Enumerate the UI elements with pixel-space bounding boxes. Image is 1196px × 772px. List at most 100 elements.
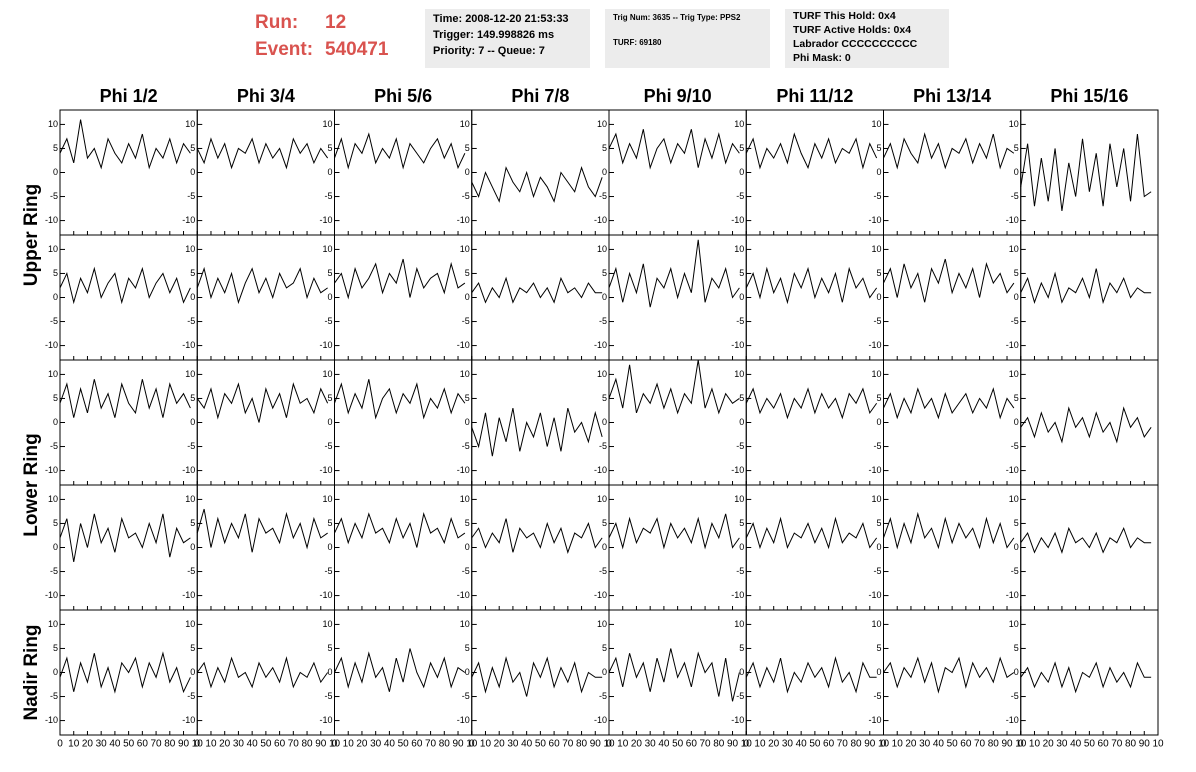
panel-frame (745, 609, 884, 736)
waveform (608, 239, 740, 308)
x-tick-label: 70 (700, 739, 712, 750)
y-tick-label: -5 (324, 691, 332, 701)
y-tick-label: -5 (873, 441, 881, 451)
y-tick-label: -10 (731, 590, 744, 600)
y-tick-label: -10 (594, 465, 607, 475)
y-tick-label: 0 (1014, 417, 1019, 427)
y-tick-label: 10 (597, 119, 607, 129)
y-tick-label: 10 (871, 119, 881, 129)
x-tick-label: 20 (1043, 739, 1055, 750)
panel-frame (334, 359, 473, 486)
y-tick-label: 5 (190, 518, 195, 528)
y-tick-label: 10 (460, 369, 470, 379)
y-tick-label: 0 (1014, 542, 1019, 552)
column-title: Phi 15/16 (1050, 86, 1128, 106)
x-tick-label: 20 (219, 739, 231, 750)
y-tick-label: 10 (48, 369, 58, 379)
waveform (745, 516, 878, 550)
x-tick-label: 50 (947, 739, 959, 750)
waveform (196, 266, 328, 305)
y-tick-label: -5 (50, 441, 58, 451)
waveform (334, 132, 466, 170)
x-tick-label: 10 (466, 739, 478, 750)
y-tick-label: 0 (327, 667, 332, 677)
panel-frame (59, 359, 198, 486)
y-tick-label: 10 (185, 619, 195, 629)
x-tick-label: 90 (727, 739, 739, 750)
waveform (608, 129, 740, 170)
x-tick-label: 30 (233, 739, 245, 750)
x-tick-label: 80 (1125, 739, 1137, 750)
panel-frame (196, 484, 335, 611)
y-tick-label: 5 (1014, 643, 1019, 653)
panel-frame (883, 484, 1022, 611)
x-tick-label: 10 (741, 739, 753, 750)
x-tick-label: 60 (411, 739, 423, 750)
waveform (1020, 268, 1152, 305)
y-tick-label: -5 (187, 316, 195, 326)
y-tick-label: 10 (460, 244, 470, 254)
waveform (471, 407, 603, 457)
x-tick-label: 50 (809, 739, 821, 750)
waveform (196, 382, 329, 423)
y-tick-label: -5 (599, 191, 607, 201)
ring-label: Lower Ring (21, 433, 42, 536)
y-tick-label: 5 (739, 268, 744, 278)
y-tick-label: -5 (599, 566, 607, 576)
y-tick-label: 10 (185, 244, 195, 254)
panel-frame (471, 359, 610, 486)
y-tick-label: -5 (736, 441, 744, 451)
waveform (608, 359, 740, 415)
y-tick-label: 5 (876, 143, 881, 153)
info: Trigger: 149.998826 ms (433, 29, 555, 41)
x-tick-label: 10 (1015, 739, 1027, 750)
x-tick-label: 60 (274, 739, 286, 750)
x-tick-label: 40 (933, 739, 945, 750)
waveform (1020, 133, 1152, 212)
y-tick-label: -10 (319, 590, 332, 600)
y-tick-label: 10 (322, 369, 332, 379)
y-tick-label: -5 (50, 566, 58, 576)
y-tick-label: -10 (457, 590, 470, 600)
x-tick-label: 0 (606, 739, 612, 750)
y-tick-label: -5 (462, 691, 470, 701)
y-tick-label: -10 (731, 465, 744, 475)
waveform (334, 258, 466, 300)
y-tick-label: -10 (1006, 715, 1019, 725)
x-tick-label: 40 (658, 739, 670, 750)
y-tick-label: 0 (190, 292, 195, 302)
y-tick-label: -5 (324, 441, 332, 451)
y-tick-label: -10 (45, 465, 58, 475)
x-tick-label: 20 (82, 739, 94, 750)
x-tick-label: 70 (425, 739, 437, 750)
panel-frame (334, 484, 473, 611)
x-tick-label: 60 (549, 739, 561, 750)
x-tick-label: 10 (754, 739, 766, 750)
panel-frame (608, 609, 747, 736)
y-tick-label: 10 (322, 119, 332, 129)
y-tick-label: -10 (594, 340, 607, 350)
y-tick-label: 0 (876, 167, 881, 177)
y-tick-label: -10 (1006, 215, 1019, 225)
y-tick-label: 5 (465, 643, 470, 653)
waveform (334, 379, 466, 420)
time-box: Time: 2008-12-20 21:53:33 Trigger: 149.9… (425, 9, 590, 68)
y-tick-label: -5 (599, 691, 607, 701)
waveform (471, 166, 603, 203)
y-tick-label: 5 (53, 268, 58, 278)
y-tick-label: 5 (53, 393, 58, 403)
x-tick-label: 0 (881, 739, 887, 750)
y-tick-label: 5 (876, 268, 881, 278)
x-tick-label: 90 (178, 739, 190, 750)
y-tick-label: -5 (873, 691, 881, 701)
y-tick-label: -10 (731, 340, 744, 350)
x-tick-label: 30 (507, 739, 519, 750)
y-tick-label: 5 (739, 518, 744, 528)
y-tick-label: 10 (185, 369, 195, 379)
x-tick-label: 10 (480, 739, 492, 750)
y-tick-label: -5 (324, 316, 332, 326)
info: Time: 2008-12-20 21:53:33 (433, 13, 569, 25)
x-tick-label: 10 (1029, 739, 1041, 750)
y-tick-label: 10 (48, 494, 58, 504)
